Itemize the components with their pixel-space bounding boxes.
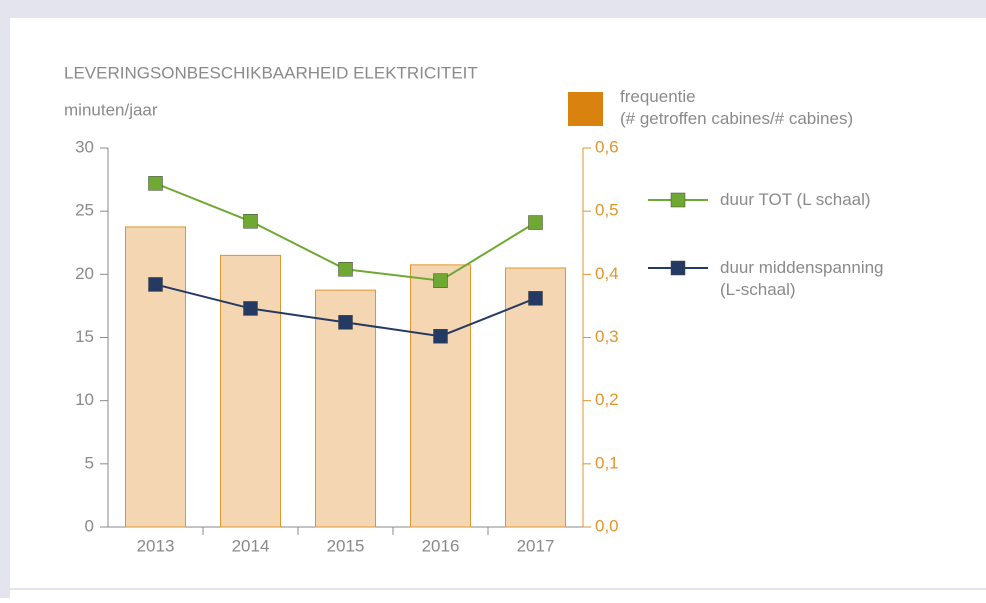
y-axis-label: minuten/jaar (64, 100, 158, 119)
legend-marker (670, 260, 686, 276)
marker (338, 315, 353, 330)
y-tick-label: 20 (75, 264, 94, 283)
y2-tick-label: 0,0 (595, 516, 619, 535)
y2-tick-label: 0,3 (595, 327, 619, 346)
y-tick-label: 5 (85, 453, 94, 472)
marker (338, 262, 353, 277)
marker (433, 273, 448, 288)
y2-tick-label: 0,5 (595, 201, 619, 220)
y2-tick-label: 0,6 (595, 137, 619, 156)
x-tick-label: 2016 (422, 536, 460, 555)
legend-marker (670, 192, 686, 208)
y-tick-label: 25 (75, 201, 94, 220)
marker (148, 176, 163, 191)
y-tick-label: 15 (75, 327, 94, 346)
y2-tick-label: 0,4 (595, 264, 619, 283)
marker (528, 291, 543, 306)
y-tick-label: 0 (85, 516, 94, 535)
y-tick-label: 30 (75, 137, 94, 156)
x-tick-label: 2014 (232, 536, 270, 555)
frame-bottom (0, 588, 986, 590)
legend-label: duur middenspanning (L-schaal) (720, 258, 884, 299)
x-tick-label: 2013 (137, 536, 175, 555)
bar (125, 226, 186, 528)
marker (243, 214, 258, 229)
bar (220, 254, 281, 528)
marker (148, 277, 163, 292)
marker (243, 301, 258, 316)
marker (528, 215, 543, 230)
frame-top (0, 0, 986, 18)
y2-tick-label: 0,1 (595, 453, 619, 472)
frame-left (0, 0, 10, 598)
bar (315, 289, 376, 528)
legend-label: frequentie (# getroffen cabines/# cabine… (620, 87, 854, 128)
legend-swatch (568, 92, 603, 126)
legend-label: duur TOT (L schaal) (720, 190, 871, 209)
chart-title: LEVERINGSONBESCHIKBAARHEID ELEKTRICITEIT (64, 63, 478, 82)
bar (505, 267, 566, 528)
x-tick-label: 2015 (327, 536, 365, 555)
marker (433, 328, 448, 344)
x-tick-label: 2017 (517, 536, 555, 555)
y-tick-label: 10 (75, 390, 94, 409)
y2-tick-label: 0,2 (595, 390, 619, 409)
bar (410, 264, 471, 528)
